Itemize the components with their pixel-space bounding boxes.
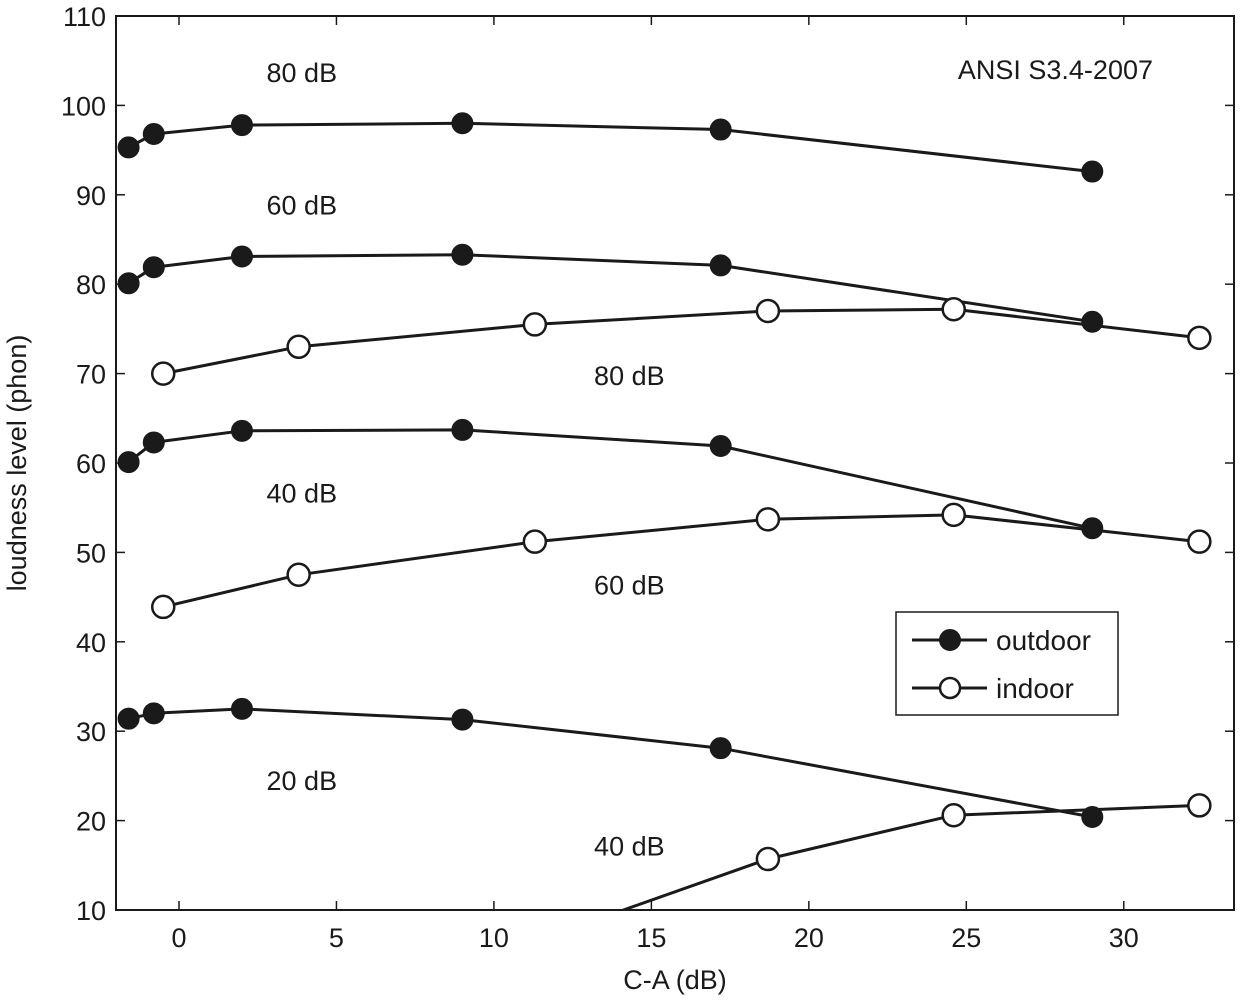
data-point-outdoor-40-db bbox=[1081, 517, 1104, 540]
data-point-outdoor-80-db bbox=[1081, 160, 1104, 183]
x-axis-label: C-A (dB) bbox=[623, 965, 727, 995]
data-point-outdoor-80-db bbox=[451, 112, 474, 135]
data-point-outdoor-80-db bbox=[230, 114, 253, 137]
x-tick-label: 0 bbox=[171, 923, 186, 953]
level-annotation: 60 dB bbox=[267, 190, 338, 220]
y-tick-label: 90 bbox=[76, 181, 106, 211]
series-line-indoor-60-db bbox=[162, 513, 1200, 609]
level-annotation: 80 dB bbox=[594, 361, 665, 391]
legend-indoor-marker bbox=[938, 676, 962, 700]
data-point-indoor-80-db bbox=[150, 361, 176, 386]
data-point-indoor-80-db bbox=[755, 298, 781, 324]
data-point-outdoor-20-db bbox=[117, 707, 140, 730]
legend-box bbox=[895, 611, 1119, 716]
y-tick-label: 40 bbox=[76, 628, 106, 658]
y-tick-label: 70 bbox=[76, 360, 106, 390]
legend-outdoor-marker bbox=[939, 629, 961, 651]
level-annotation: 40 dB bbox=[594, 831, 665, 861]
level-annotation: 60 dB bbox=[594, 570, 665, 600]
data-point-outdoor-40-db bbox=[230, 419, 253, 442]
level-annotation: 20 dB bbox=[267, 766, 338, 796]
x-tick-label: 10 bbox=[479, 923, 509, 953]
data-point-outdoor-80-db bbox=[142, 123, 165, 146]
data-point-outdoor-60-db bbox=[451, 243, 474, 266]
data-point-indoor-80-db bbox=[522, 312, 548, 337]
data-point-outdoor-20-db bbox=[230, 697, 253, 720]
data-point-outdoor-60-db bbox=[709, 254, 732, 277]
data-point-indoor-80-db bbox=[1187, 325, 1212, 351]
y-tick-label: 10 bbox=[76, 896, 106, 926]
legend-indoor-label: indoor bbox=[996, 673, 1074, 704]
series-line-outdoor-20-db bbox=[128, 707, 1093, 819]
y-tick-label: 30 bbox=[76, 717, 106, 747]
x-tick-label: 5 bbox=[329, 923, 344, 953]
x-tick-label: 20 bbox=[794, 923, 824, 953]
data-point-outdoor-20-db bbox=[451, 708, 474, 731]
data-point-outdoor-80-db bbox=[709, 118, 732, 141]
data-point-outdoor-20-db bbox=[709, 737, 732, 760]
data-point-indoor-60-db bbox=[755, 507, 781, 532]
legend-outdoor-label: outdoor bbox=[996, 625, 1091, 656]
series-line-indoor-40-db bbox=[619, 803, 1200, 910]
data-point-outdoor-60-db bbox=[117, 272, 140, 295]
y-tick-label: 50 bbox=[76, 538, 106, 568]
data-point-outdoor-40-db bbox=[117, 451, 140, 474]
data-point-outdoor-60-db bbox=[1081, 310, 1104, 333]
y-tick-label: 60 bbox=[76, 449, 106, 479]
data-point-indoor-40-db bbox=[1187, 793, 1212, 818]
x-tick-label: 25 bbox=[951, 923, 981, 953]
data-point-outdoor-20-db bbox=[1081, 806, 1104, 829]
y-tick-label: 110 bbox=[63, 2, 106, 32]
data-point-outdoor-60-db bbox=[230, 245, 253, 268]
data-point-outdoor-20-db bbox=[142, 702, 165, 725]
data-point-indoor-60-db bbox=[286, 562, 311, 587]
legend: outdoor indoor bbox=[895, 611, 1119, 716]
y-tick-label: 20 bbox=[76, 807, 106, 837]
data-point-indoor-60-db bbox=[941, 502, 966, 528]
data-point-indoor-40-db bbox=[941, 802, 966, 828]
data-point-outdoor-60-db bbox=[142, 256, 165, 279]
level-annotation: 40 dB bbox=[267, 478, 338, 508]
data-point-indoor-80-db bbox=[286, 334, 311, 360]
data-point-outdoor-40-db bbox=[451, 418, 474, 441]
standard-label: ANSI S3.4-2007 bbox=[958, 55, 1153, 85]
data-point-indoor-80-db bbox=[941, 296, 966, 322]
data-point-indoor-40-db bbox=[755, 846, 781, 872]
x-tick-label: 15 bbox=[636, 923, 666, 953]
y-tick-label: 100 bbox=[61, 91, 106, 121]
level-annotation: 80 dB bbox=[267, 58, 338, 88]
series-line-outdoor-80-db bbox=[127, 121, 1093, 174]
data-point-outdoor-80-db bbox=[117, 136, 140, 159]
data-point-indoor-60-db bbox=[150, 594, 176, 620]
series-line-indoor-80-db bbox=[162, 307, 1200, 376]
data-point-indoor-60-db bbox=[1187, 529, 1212, 554]
data-point-outdoor-40-db bbox=[709, 435, 732, 458]
y-tick-label: 80 bbox=[76, 270, 106, 300]
data-point-outdoor-40-db bbox=[142, 431, 165, 454]
x-tick-label: 30 bbox=[1109, 923, 1139, 953]
y-axis-label: loudness level (phon) bbox=[2, 335, 32, 592]
data-point-indoor-60-db bbox=[522, 529, 548, 554]
